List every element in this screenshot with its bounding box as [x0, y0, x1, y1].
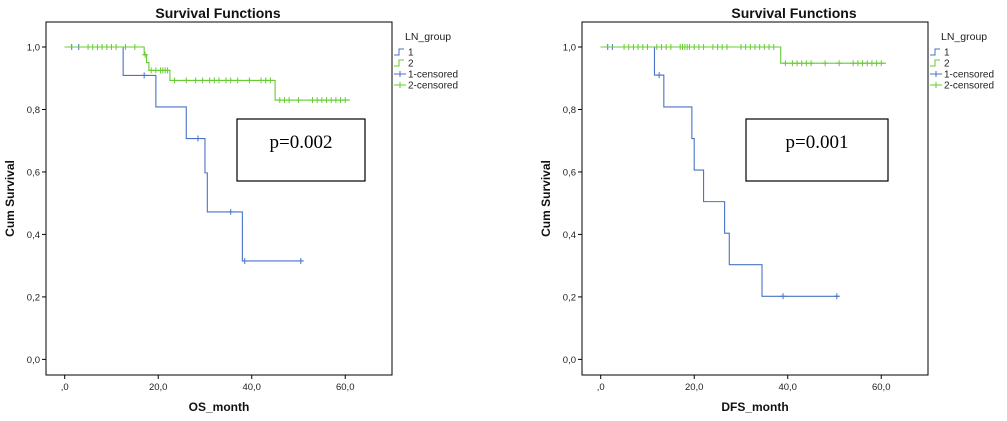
y-tick-label: 1,0 [563, 42, 576, 53]
series-2-curve [64, 46, 350, 101]
y-tick-label: 0,0 [27, 355, 40, 366]
series-2-censor-mark [234, 77, 241, 84]
series-2-censor-mark [822, 60, 829, 67]
legend-swatch-censor [394, 71, 406, 77]
series-1-censor-mark [656, 72, 663, 79]
series-1-censor-mark [194, 135, 201, 142]
y-tick-label: 0,6 [563, 167, 576, 178]
legend-title: LN_group [941, 31, 987, 43]
p-value-box [236, 118, 366, 182]
y-tick-label: 0,6 [27, 167, 40, 178]
legend-item-label: 2-censored [408, 81, 458, 92]
legend-item-label: 2 [408, 59, 414, 70]
plot-area [581, 21, 929, 376]
y-tick-label: 0,4 [27, 230, 40, 241]
legend-item-label: 2 [944, 59, 950, 70]
y-tick-label: 1,0 [27, 42, 40, 53]
series-2-censor-mark [183, 77, 190, 84]
chart-title: Survival Functions [731, 5, 856, 21]
series-2-censor-mark [171, 77, 178, 84]
y-tick-label: 0,2 [27, 292, 40, 303]
series-1-censor-mark [227, 208, 234, 215]
series-2-censor-mark [770, 43, 777, 50]
x-tick-label: 60,0 [872, 382, 891, 393]
series-2-censor-mark [192, 77, 199, 84]
legend-swatch-censor [394, 82, 406, 88]
series-1-censor-mark [297, 257, 304, 264]
series-2-censor-mark [878, 60, 885, 67]
x-tick-label: 20,0 [685, 382, 704, 393]
series-2-censor-mark [164, 67, 171, 74]
series-2-censor-mark [122, 43, 129, 50]
x-tick-label: 40,0 [778, 382, 797, 393]
series-2-censor-mark [723, 43, 730, 50]
p-value-text: p=0.001 [786, 132, 849, 153]
y-tick-label: 0,8 [563, 105, 576, 116]
p-value-text: p=0.002 [270, 132, 333, 153]
legend-swatch-step [930, 48, 940, 56]
km-chart-dfs: Survival Functions 0,0 0,2 0,4 0,6 0,8 1,0 ,0 20… [539, 5, 994, 414]
legend-item-label: 1 [408, 48, 414, 59]
series-1-censor-mark [141, 72, 148, 79]
legend-item-label: 2-censored [944, 81, 994, 92]
series-2-censor-mark [246, 77, 253, 84]
x-tick-label: 40,0 [242, 382, 261, 393]
series-1-curve [600, 46, 840, 297]
km-chart-os: Survival Functions 0,0 0,2 0,4 0,6 0,8 1,0 ,0 20… [3, 5, 458, 414]
y-tick-label: 0,4 [563, 230, 576, 241]
y-axis-label: Cum Survival [539, 160, 553, 237]
x-tick-label: ,0 [61, 382, 69, 393]
series-1-censor-mark [780, 293, 787, 300]
series-2-censor-mark [131, 43, 138, 50]
series-2-censor-mark [667, 43, 674, 50]
y-tick-label: 0,8 [27, 105, 40, 116]
legend-swatch-step [930, 59, 940, 67]
series-2-censor-mark [113, 43, 120, 50]
x-tick-label: 20,0 [149, 382, 168, 393]
series-2-censor-mark [342, 97, 349, 104]
chart-title: Survival Functions [155, 5, 280, 21]
y-tick-label: 0,2 [563, 292, 576, 303]
p-value-box [745, 118, 889, 182]
plot-area [45, 21, 393, 376]
y-axis-label: Cum Survival [3, 160, 17, 237]
series-2-censor-mark [267, 77, 274, 84]
series-2-censor-mark [782, 60, 789, 67]
legend-item-label: 1-censored [944, 70, 994, 81]
legend-swatch-step [394, 59, 404, 67]
x-tick-label: ,0 [597, 382, 605, 393]
legend-swatch-censor [930, 82, 942, 88]
series-1-censor-mark [241, 257, 248, 264]
y-tick-label: 0,0 [563, 355, 576, 366]
series-2-censor-mark [836, 60, 843, 67]
series-2-censor-mark [216, 77, 222, 84]
legend-swatch-censor [930, 71, 942, 77]
legend-item-label: 1 [944, 48, 950, 59]
x-axis-label: OS_month [189, 400, 250, 414]
legend-swatch-step [394, 48, 404, 56]
legend-item-label: 1-censored [408, 70, 458, 81]
legend-title: LN_group [405, 31, 451, 43]
series-1-censor-mark [833, 293, 840, 300]
x-tick-label: 60,0 [336, 382, 355, 393]
series-2-censor-mark [808, 60, 815, 67]
series-2-censor-mark [142, 51, 149, 58]
series-2-censor-mark [700, 43, 707, 50]
series-2-censor-mark [295, 97, 302, 104]
series-2-censor-mark [286, 97, 293, 104]
x-axis-label: DFS_month [721, 400, 788, 414]
series-2-censor-mark [227, 77, 234, 84]
series-2-censor-mark [199, 77, 206, 84]
series-2-censor-mark [644, 43, 651, 50]
